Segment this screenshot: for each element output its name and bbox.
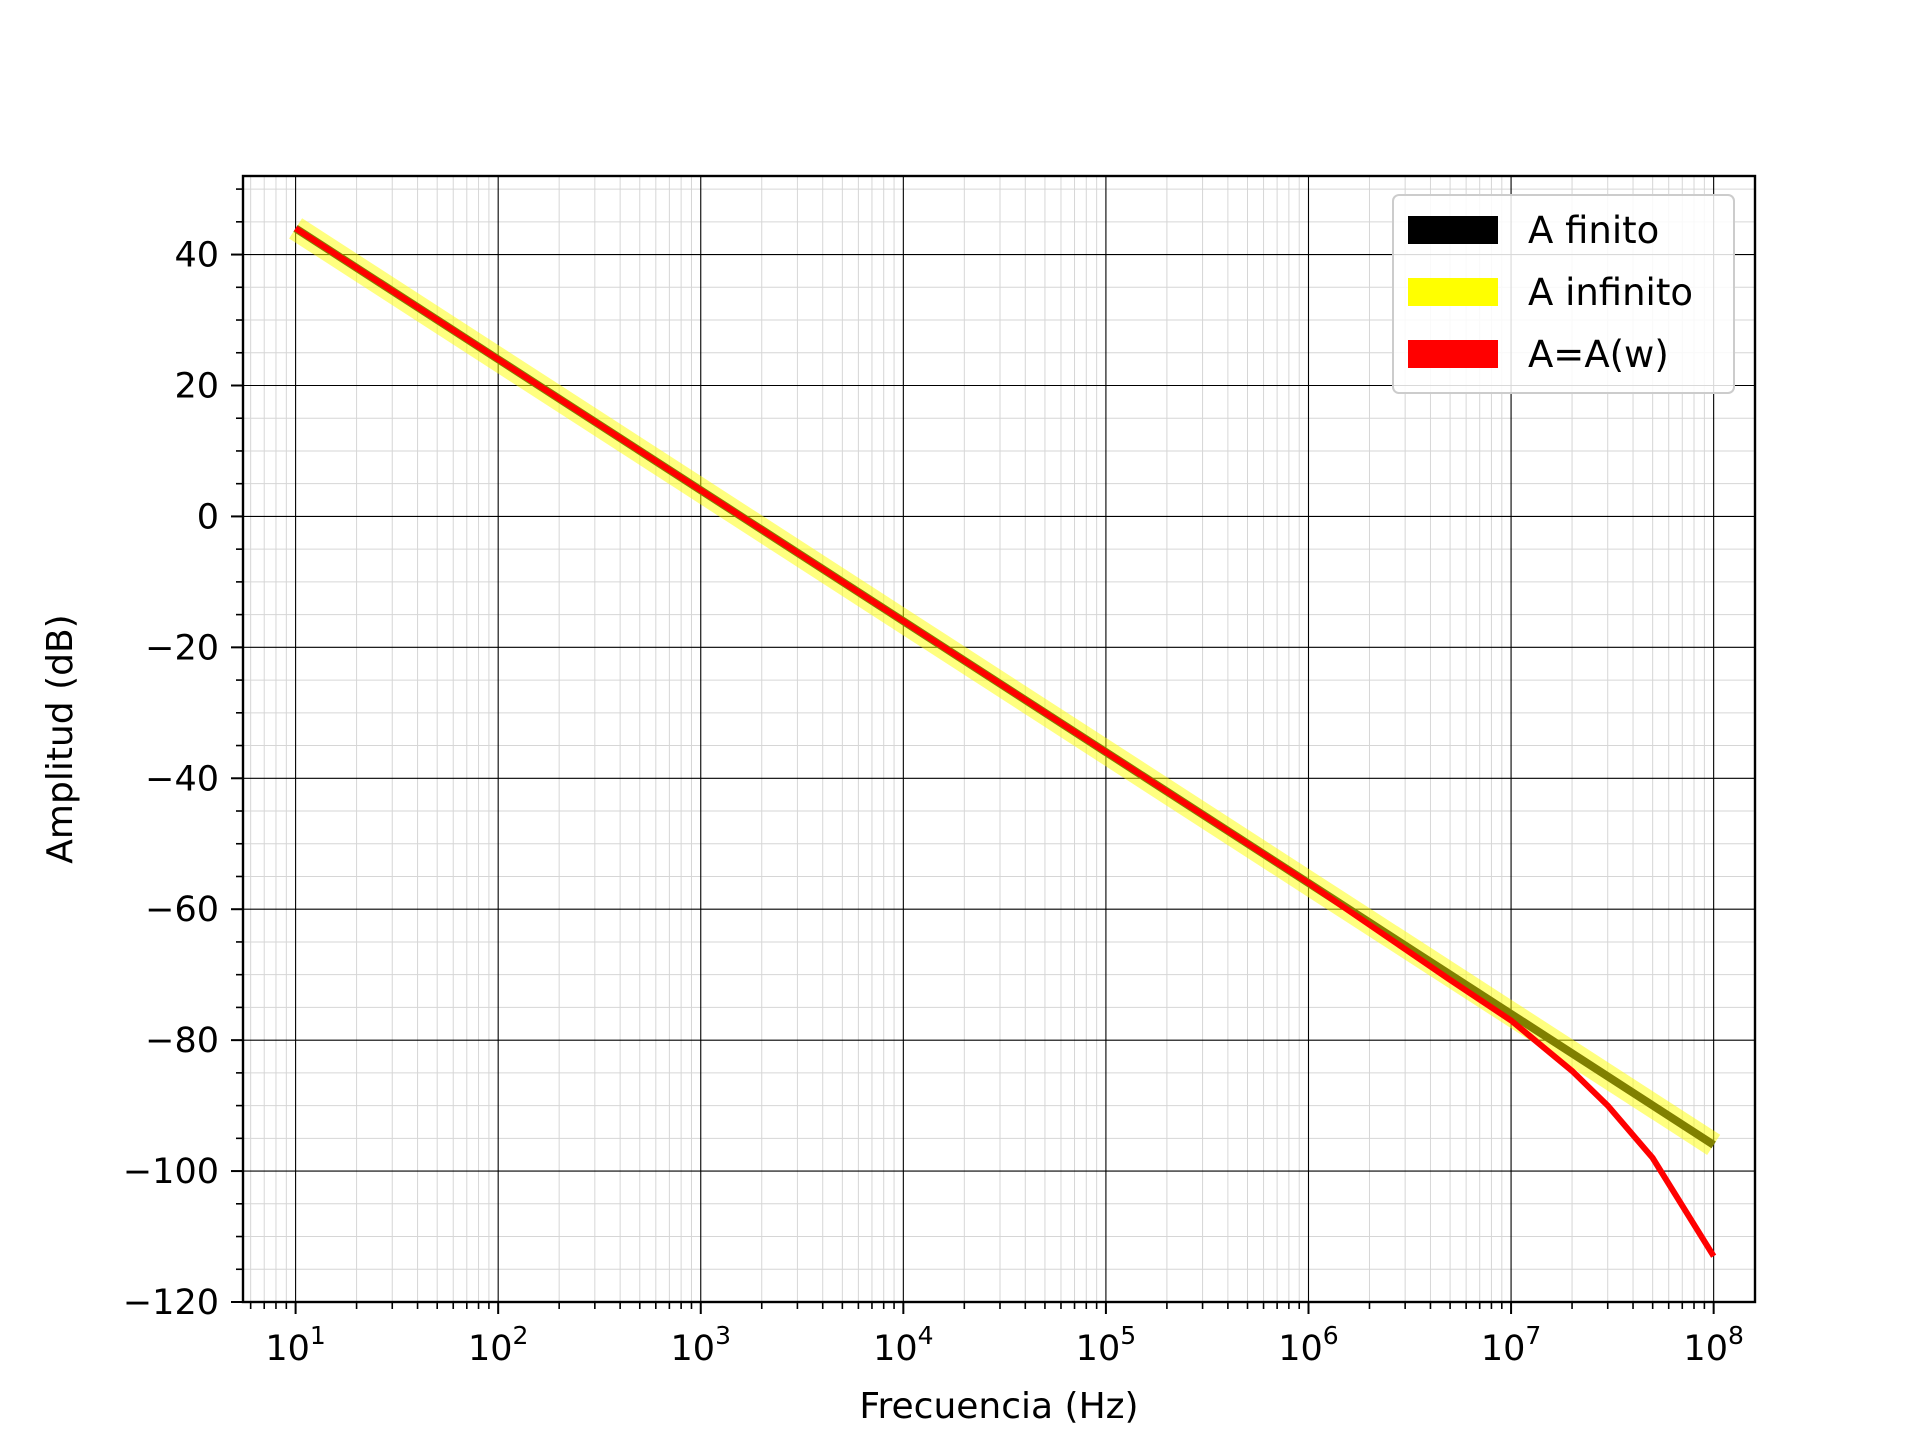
x-tick-label: 104: [873, 1321, 933, 1369]
x-tick-base: 10: [468, 1329, 513, 1369]
x-tick-base: 10: [265, 1329, 310, 1369]
x-tick-exponent: 1: [310, 1321, 326, 1350]
y-axis-label: Amplitud (dB): [40, 614, 81, 863]
x-tick-exponent: 7: [1525, 1321, 1541, 1350]
y-tick-label: 0: [197, 497, 219, 537]
legend-label: A finito: [1528, 209, 1659, 252]
y-tick-label: −80: [145, 1021, 219, 1061]
x-tick-exponent: 8: [1728, 1321, 1744, 1350]
y-tick-label: 20: [174, 366, 219, 406]
x-tick-label: 102: [468, 1321, 528, 1369]
y-tick-label: 40: [174, 236, 219, 276]
x-tick-label: 101: [265, 1321, 325, 1369]
x-tick-base: 10: [1076, 1329, 1121, 1369]
x-tick-exponent: 6: [1323, 1321, 1339, 1350]
y-tick-label: −40: [145, 759, 219, 799]
x-tick-label: 106: [1278, 1321, 1338, 1369]
y-tick-label: −60: [145, 890, 219, 930]
legend-swatch: [1408, 278, 1498, 306]
series-line: [293, 225, 1717, 1258]
axis-ticks: [231, 188, 1715, 1314]
y-tick-label: −100: [123, 1152, 219, 1192]
x-tick-base: 10: [1278, 1329, 1323, 1369]
legend: A finito A infinito A=A(w): [1392, 194, 1735, 394]
x-tick-label: 105: [1076, 1321, 1136, 1369]
plot-frame: [241, 174, 1757, 1304]
x-tick-base: 10: [671, 1329, 716, 1369]
legend-label: A=A(w): [1528, 333, 1669, 376]
y-tick-label: −120: [123, 1283, 219, 1323]
legend-label: A infinito: [1528, 271, 1693, 314]
x-tick-label: 108: [1683, 1321, 1743, 1369]
series-layer: [289, 218, 1721, 1258]
x-tick-exponent: 2: [512, 1321, 528, 1350]
x-tick-base: 10: [873, 1329, 918, 1369]
tick-labels: 101 102 103 104 105 106 107 10840200−20−40−60−8…: [123, 236, 1744, 1369]
x-tick-base: 10: [1683, 1329, 1728, 1369]
y-tick-label: −20: [145, 628, 219, 668]
x-tick-base: 10: [1481, 1329, 1526, 1369]
legend-swatch: [1408, 216, 1498, 244]
x-tick-exponent: 3: [715, 1321, 731, 1350]
x-tick-exponent: 5: [1120, 1321, 1136, 1350]
x-axis-label: Frecuencia (Hz): [859, 1386, 1138, 1427]
x-tick-exponent: 4: [918, 1321, 934, 1350]
x-tick-label: 107: [1481, 1321, 1541, 1369]
x-tick-label: 103: [671, 1321, 731, 1369]
legend-swatch: [1408, 340, 1498, 368]
